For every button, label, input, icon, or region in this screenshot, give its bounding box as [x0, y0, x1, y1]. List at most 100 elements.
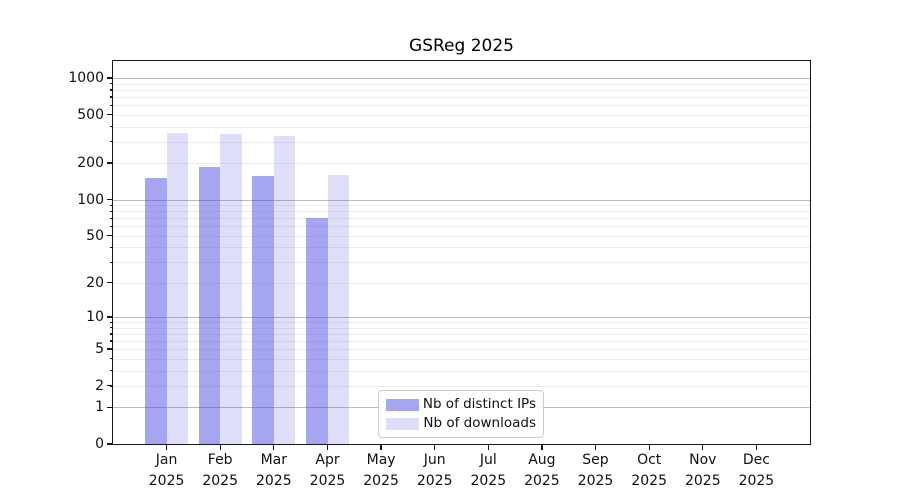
x-tick-month: Aug — [528, 452, 556, 468]
x-tick-mark — [755, 444, 757, 450]
x-tick-month: Feb — [207, 452, 233, 468]
y-gridline-minor — [113, 226, 810, 228]
y-minor-tick-mark — [109, 96, 113, 98]
x-tick-label: Dec 2025 — [716, 450, 796, 491]
y-minor-tick-mark — [109, 358, 113, 360]
x-tick-year: 2025 — [363, 472, 399, 489]
chart-title: GSReg 2025 — [409, 36, 514, 56]
y-tick-label: 500 — [77, 106, 104, 123]
x-tick-mark — [380, 444, 382, 450]
x-tick-label: Jun 2025 — [395, 450, 475, 491]
y-gridline-minor — [113, 333, 810, 335]
legend-item: Nb of distinct IPs — [386, 396, 536, 413]
y-tick-mark — [106, 443, 113, 445]
y-gridline-minor — [113, 247, 810, 249]
y-tick-mark — [106, 316, 113, 318]
x-tick-label: Oct 2025 — [609, 450, 689, 491]
x-tick-label: May 2025 — [341, 450, 421, 491]
y-gridline-minor — [113, 126, 810, 128]
y-minor-tick-mark — [109, 282, 113, 284]
y-gridline-major — [113, 78, 810, 79]
legend-item: Nb of downloads — [386, 415, 536, 432]
x-tick-mark — [594, 444, 597, 450]
bar-distinct-ips — [306, 218, 328, 444]
x-tick-year: 2025 — [416, 472, 453, 489]
x-tick-label: Mar 2025 — [234, 450, 314, 491]
y-minor-tick-mark — [109, 114, 113, 116]
y-tick-mark — [106, 198, 113, 201]
y-tick-label: 20 — [86, 274, 104, 291]
y-minor-tick-mark — [109, 210, 113, 212]
y-gridline-minor — [113, 322, 810, 323]
y-gridline-minor — [113, 262, 810, 264]
legend-swatch-downloads — [386, 417, 419, 430]
x-tick-mark — [648, 444, 650, 450]
y-tick-label: 10 — [86, 309, 104, 325]
y-minor-tick-mark — [109, 348, 113, 350]
x-tick-mark — [702, 444, 704, 450]
x-tick-year: 2025 — [255, 472, 292, 489]
bar-downloads — [220, 134, 242, 444]
x-tick-label: Nov 2025 — [663, 450, 743, 491]
x-tick-label: Sep 2025 — [556, 450, 636, 491]
x-tick-month: Jun — [423, 452, 446, 468]
bar-distinct-ips — [252, 175, 274, 444]
y-gridline-minor — [113, 282, 810, 284]
y-tick-label: 1 — [95, 399, 104, 416]
legend: Nb of distinct IPs Nb of downloads — [378, 390, 544, 438]
x-tick-month: Apr — [315, 452, 340, 468]
x-tick-label: Jul 2025 — [448, 450, 528, 491]
x-tick-mark — [487, 444, 489, 450]
bar-downloads — [327, 174, 349, 444]
y-tick-label: 100 — [77, 191, 104, 208]
x-tick-mark — [326, 444, 329, 450]
y-tick-label: 5 — [95, 341, 104, 358]
y-tick-label: 1000 — [68, 70, 104, 86]
y-minor-tick-mark — [109, 126, 113, 128]
plot-area — [113, 61, 810, 444]
y-minor-tick-mark — [109, 261, 113, 263]
y-gridline-minor — [113, 327, 810, 329]
y-minor-tick-mark — [109, 162, 113, 164]
x-tick-mark — [219, 444, 221, 450]
x-tick-year: 2025 — [202, 472, 238, 489]
x-tick-mark — [166, 444, 168, 450]
y-tick-label: 50 — [86, 227, 104, 244]
x-tick-month: Oct — [637, 452, 662, 468]
x-tick-month: Mar — [260, 452, 287, 468]
y-gridline-minor — [113, 218, 810, 220]
y-tick-mark — [106, 77, 113, 79]
legend-label: Nb of distinct IPs — [422, 396, 536, 412]
x-tick-month: Dec — [742, 452, 770, 468]
x-tick-year: 2025 — [470, 472, 507, 489]
x-tick-month: May — [366, 452, 396, 468]
y-minor-tick-mark — [109, 83, 113, 85]
x-tick-label: Aug 2025 — [502, 450, 582, 491]
x-tick-year: 2025 — [631, 472, 667, 489]
y-minor-tick-mark — [109, 370, 113, 372]
x-tick-year: 2025 — [148, 472, 185, 489]
y-minor-tick-mark — [109, 333, 113, 335]
y-gridline-minor — [113, 141, 810, 143]
x-tick-label: Apr 2025 — [288, 450, 368, 491]
y-gridline-minor — [113, 385, 810, 387]
y-minor-tick-mark — [109, 340, 113, 342]
x-tick-year: 2025 — [738, 472, 775, 489]
y-minor-tick-mark — [109, 246, 113, 249]
y-minor-tick-mark — [109, 385, 113, 387]
y-minor-tick-mark — [109, 104, 113, 106]
y-tick-label: 200 — [77, 155, 104, 172]
x-tick-year: 2025 — [309, 472, 346, 489]
x-tick-month: Sep — [582, 452, 609, 468]
y-gridline-minor — [113, 370, 810, 372]
y-minor-tick-mark — [109, 327, 113, 329]
y-gridline-minor — [113, 114, 810, 116]
y-minor-tick-mark — [109, 235, 113, 237]
bar-distinct-ips — [198, 167, 221, 444]
y-minor-tick-mark — [109, 225, 113, 227]
x-tick-label: Jan 2025 — [127, 450, 207, 491]
y-gridline-minor — [113, 89, 810, 91]
y-gridline-major — [113, 199, 810, 201]
legend-label: Nb of downloads — [423, 415, 536, 431]
